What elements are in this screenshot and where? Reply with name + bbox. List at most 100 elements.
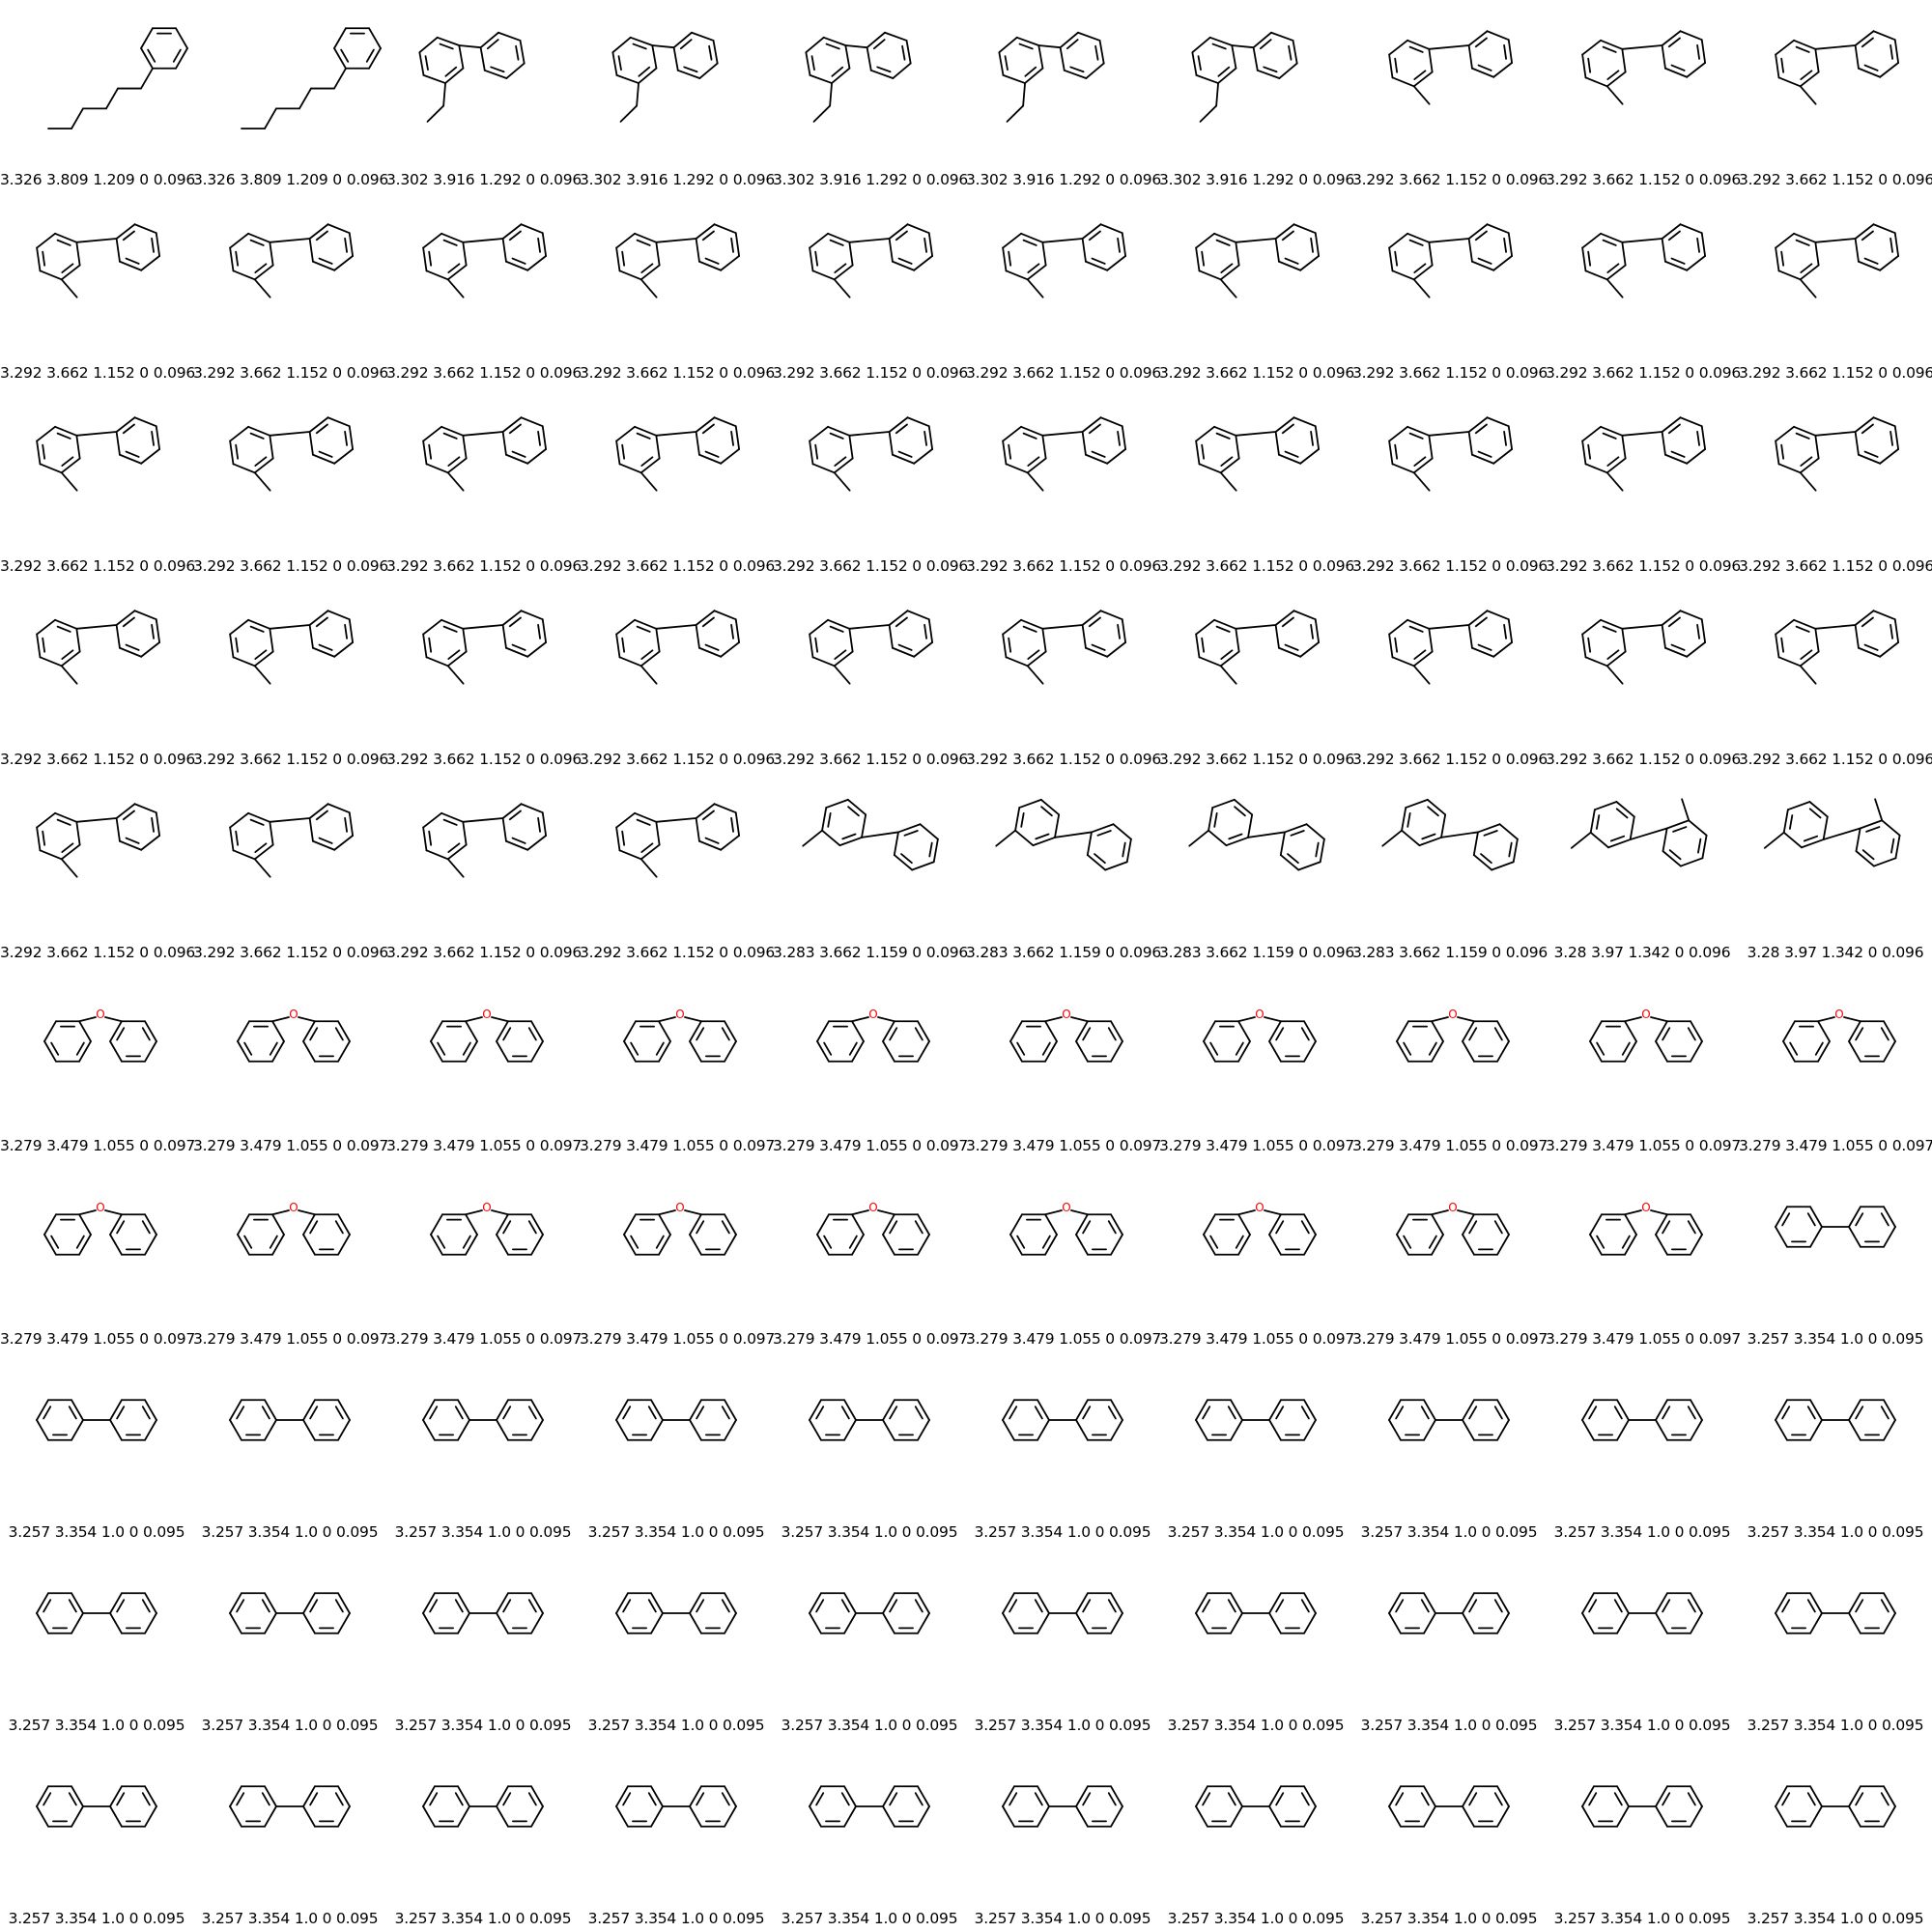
double-bond-line [1588, 1792, 1598, 1806]
ring-bond [144, 1213, 157, 1236]
double-bond-line [647, 1406, 657, 1420]
double-bond-line [454, 1599, 464, 1613]
molecule-score-label: 3.292 3.662 1.152 0 0.096 [386, 557, 582, 575]
molecule-cell: O 3.279 3.479 1.055 0 0.097 [580, 1159, 775, 1352]
double-bond-line [1227, 1406, 1236, 1420]
ether-bond [1457, 1209, 1475, 1216]
molecule-structure [802, 798, 939, 871]
double-bond-line [172, 48, 182, 63]
molecule-score-label: 3.279 3.479 1.055 0 0.097 [1546, 1330, 1742, 1348]
molecule-score-label: 3.292 3.662 1.152 0 0.096 [1159, 751, 1355, 768]
ring-bond [312, 260, 336, 271]
molecule-structure: O [1009, 1008, 1123, 1063]
ethyl-bond [1006, 104, 1025, 123]
ring-bond [1195, 1612, 1208, 1634]
double-bond-line [502, 1792, 512, 1806]
molecule-cell: 3.292 3.662 1.152 0 0.096 [580, 193, 775, 386]
double-bond-line [900, 853, 913, 865]
double-bond-line [622, 1406, 632, 1420]
double-bond-line [442, 818, 458, 826]
ring-bond [1303, 1020, 1317, 1042]
methyl-bond [60, 278, 78, 298]
ring-bond [422, 232, 442, 249]
double-bond-line [527, 1599, 537, 1613]
double-bond-line [243, 1041, 253, 1056]
double-bond-line [638, 66, 651, 77]
ring-bond [658, 1020, 671, 1042]
ring-bond [1467, 44, 1473, 70]
biaryl-bond [462, 817, 504, 823]
molecule-score-label: 3.279 3.479 1.055 0 0.097 [0, 1330, 196, 1348]
double-bond-line [683, 66, 698, 73]
double-bond-line [1009, 1792, 1018, 1806]
ring-bond [1492, 255, 1514, 271]
biaryl-bond [655, 238, 697, 243]
molecule-structure: O [1009, 1201, 1123, 1256]
ring-bond [36, 246, 42, 272]
molecule-cell: 3.257 3.354 1.0 0 0.095 [966, 1739, 1159, 1932]
double-bond-line [1508, 841, 1513, 858]
double-bond-line [309, 1599, 319, 1613]
double-bond-line [365, 48, 375, 63]
ring-bond [843, 1419, 857, 1441]
double-bond-line [235, 830, 240, 846]
double-bond-line [621, 443, 626, 460]
ring-bond [1775, 39, 1795, 56]
molecule-score-label: 3.292 3.662 1.152 0 0.096 [1739, 557, 1932, 575]
ring-bond [672, 31, 693, 49]
double-bond-line [1670, 64, 1686, 71]
ring-bond [1428, 627, 1434, 653]
double-bond-line [1408, 45, 1424, 53]
ring-bond [1809, 1785, 1823, 1807]
double-bond-line [1889, 237, 1893, 253]
molecule-structure [36, 1592, 157, 1634]
ring-bond [302, 1213, 316, 1236]
ring-bond [247, 811, 271, 823]
molecule-cell: 3.257 3.354 1.0 0 0.095 [386, 1352, 580, 1546]
ring-bond [1431, 1213, 1444, 1236]
double-bond-line [1107, 1220, 1117, 1235]
molecule-structure [615, 416, 741, 492]
ring-bond [1799, 71, 1820, 88]
ring-bond [1211, 798, 1236, 809]
ring-bond [1496, 1399, 1510, 1421]
double-bond-line [1863, 450, 1879, 458]
ring-bond [1589, 1234, 1603, 1256]
ring-bond [446, 843, 468, 861]
ring-bond [1104, 861, 1128, 871]
molecule-score-label: 3.292 3.662 1.152 0 0.096 [580, 557, 776, 575]
ring-bond [496, 1213, 509, 1236]
methyl-bond [253, 858, 271, 878]
molecule-structure [1388, 1592, 1510, 1634]
ring-bond [1219, 264, 1240, 281]
double-bond-line [236, 1599, 245, 1613]
double-bond-line [825, 43, 840, 50]
molecule-cell: 3.257 3.354 1.0 0 0.095 [1546, 1546, 1739, 1739]
ring-bond [501, 803, 523, 819]
double-bond-line [349, 32, 366, 35]
double-bond-line [344, 237, 348, 253]
double-bond-line [914, 1220, 923, 1235]
biaryl-bond [1814, 624, 1857, 630]
double-bond-line [56, 239, 71, 246]
double-bond-line [1493, 1792, 1503, 1806]
molecule-score-label: 3.257 3.354 1.0 0 0.095 [201, 1523, 379, 1541]
ring-bond [1319, 838, 1325, 864]
molecule-cell: 3.283 3.662 1.159 0 0.096 [773, 773, 968, 966]
ring-bond [440, 618, 465, 630]
molecule-cell: 3.257 3.354 1.0 0 0.095 [0, 1739, 193, 1932]
molecule-cell: O 3.279 3.479 1.055 0 0.097 [386, 1159, 582, 1352]
double-bond-line [334, 1792, 344, 1806]
ring-bond [505, 453, 529, 465]
molecule-structure [1388, 416, 1514, 492]
double-bond-line [1202, 1406, 1211, 1420]
ring-bond [465, 1020, 478, 1042]
ring-bond [302, 1399, 316, 1421]
molecule-score-label: 3.326 3.809 1.209 0 0.096 [193, 171, 389, 188]
ring-bond [1848, 1020, 1861, 1042]
double-bond-line [1609, 835, 1626, 842]
double-bond-line [1477, 643, 1492, 651]
molecule-score-label: 3.302 3.916 1.292 0 0.096 [773, 171, 969, 188]
ring-bond [1496, 1040, 1510, 1063]
double-bond-line [1474, 37, 1488, 48]
